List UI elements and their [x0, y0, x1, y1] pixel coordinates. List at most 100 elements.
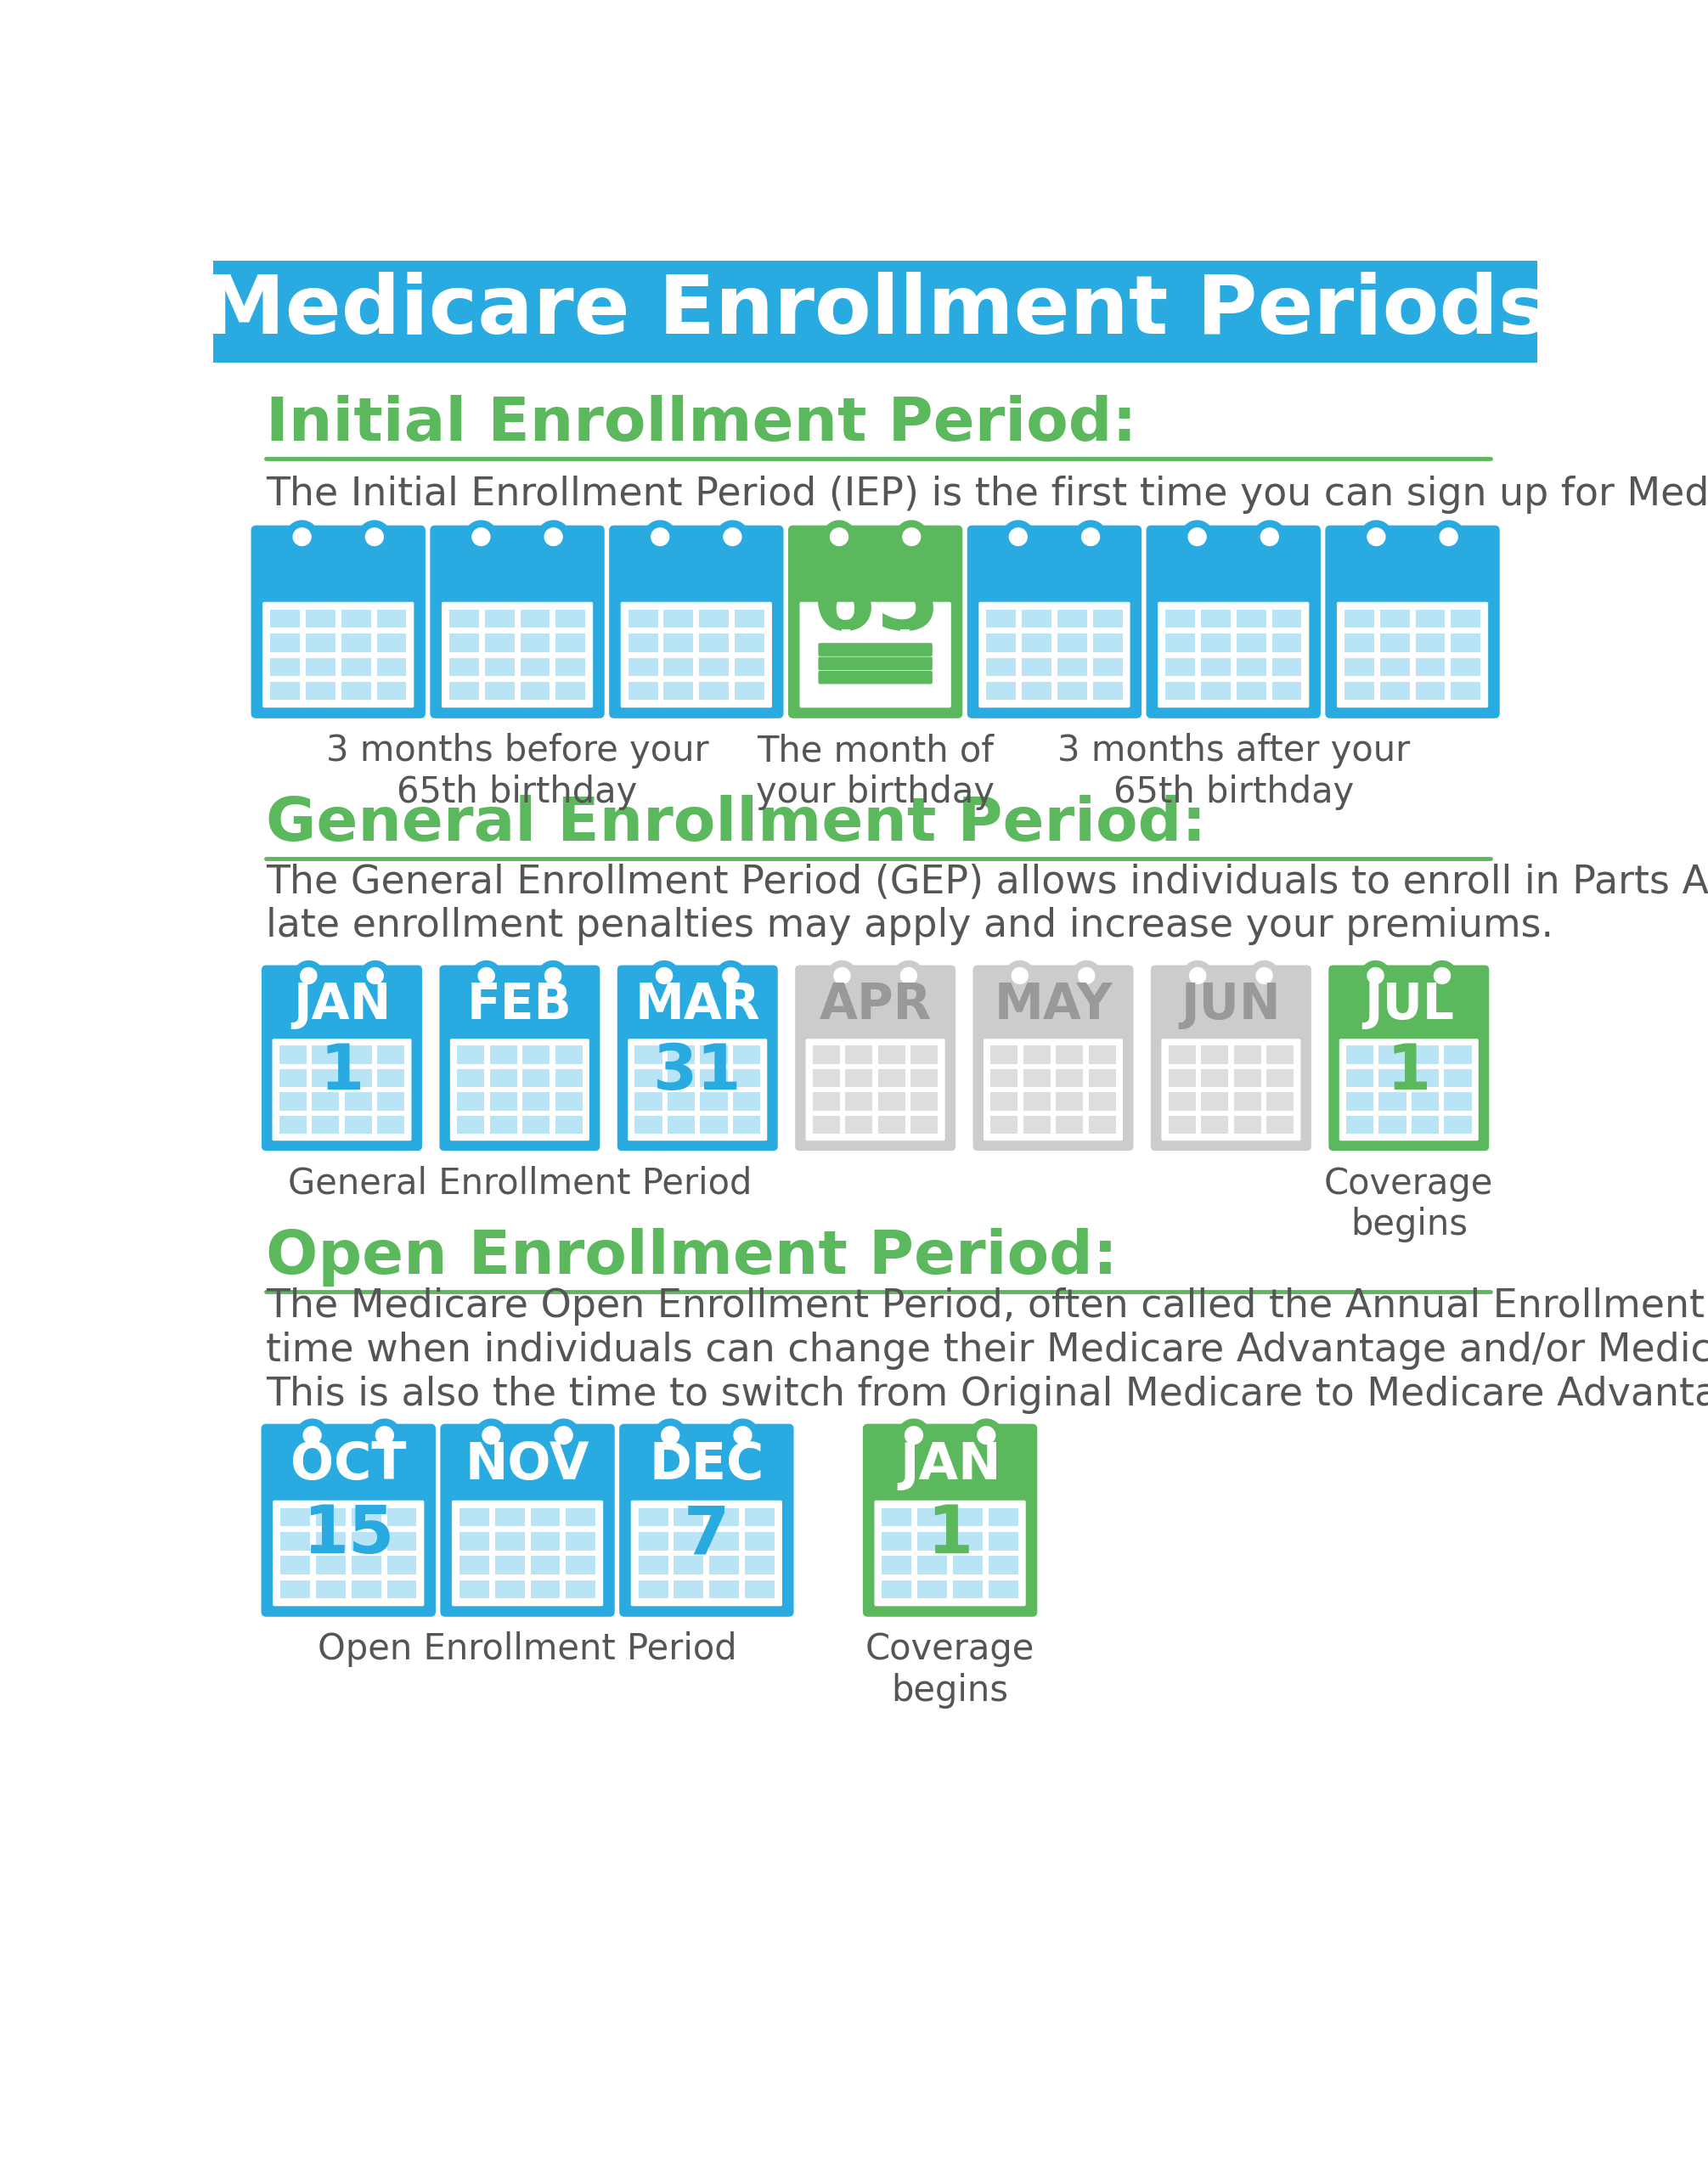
Circle shape	[898, 524, 924, 550]
Circle shape	[830, 963, 854, 987]
FancyBboxPatch shape	[639, 1533, 668, 1550]
Circle shape	[1073, 961, 1102, 989]
Text: OCT: OCT	[290, 1441, 407, 1491]
FancyBboxPatch shape	[261, 965, 422, 1150]
Circle shape	[471, 961, 500, 989]
FancyBboxPatch shape	[316, 1533, 345, 1550]
Circle shape	[297, 963, 321, 987]
FancyBboxPatch shape	[270, 683, 299, 700]
FancyBboxPatch shape	[745, 1533, 775, 1550]
FancyBboxPatch shape	[635, 1115, 663, 1135]
FancyBboxPatch shape	[531, 1533, 560, 1550]
Circle shape	[895, 961, 922, 989]
FancyBboxPatch shape	[1380, 659, 1409, 676]
FancyBboxPatch shape	[430, 526, 605, 717]
FancyBboxPatch shape	[881, 1533, 912, 1550]
FancyBboxPatch shape	[459, 1557, 488, 1574]
Text: Open Enrollment Period: Open Enrollment Period	[318, 1630, 738, 1667]
FancyBboxPatch shape	[1411, 1070, 1438, 1087]
FancyBboxPatch shape	[1023, 1094, 1050, 1111]
Text: Initial Enrollment Period:: Initial Enrollment Period:	[266, 396, 1138, 454]
FancyBboxPatch shape	[668, 1094, 695, 1111]
FancyBboxPatch shape	[345, 1115, 372, 1135]
FancyBboxPatch shape	[953, 1580, 982, 1598]
FancyBboxPatch shape	[1021, 683, 1052, 700]
FancyBboxPatch shape	[1445, 1094, 1472, 1111]
FancyBboxPatch shape	[453, 1500, 603, 1607]
FancyBboxPatch shape	[261, 1424, 436, 1617]
FancyBboxPatch shape	[1201, 1094, 1228, 1111]
FancyBboxPatch shape	[565, 1509, 596, 1526]
FancyBboxPatch shape	[1093, 609, 1122, 628]
Text: JUN: JUN	[1180, 980, 1281, 1028]
FancyBboxPatch shape	[733, 1115, 760, 1135]
Text: General Enrollment Period: General Enrollment Period	[287, 1165, 752, 1202]
FancyBboxPatch shape	[459, 1509, 488, 1526]
Text: The General Enrollment Period (GEP) allows individuals to enroll in Parts A and : The General Enrollment Period (GEP) allo…	[266, 863, 1708, 946]
FancyBboxPatch shape	[352, 1557, 381, 1574]
FancyBboxPatch shape	[1021, 609, 1052, 628]
FancyBboxPatch shape	[263, 602, 413, 709]
FancyBboxPatch shape	[565, 1533, 596, 1550]
Text: 7: 7	[683, 1502, 729, 1567]
Text: The Initial Enrollment Period (IEP) is the first time you can sign up for Medica: The Initial Enrollment Period (IEP) is t…	[266, 476, 1708, 513]
Text: Coverage
begins: Coverage begins	[1324, 1165, 1493, 1244]
FancyBboxPatch shape	[1378, 1094, 1406, 1111]
FancyBboxPatch shape	[1093, 659, 1122, 676]
FancyBboxPatch shape	[1093, 683, 1122, 700]
Text: 1: 1	[927, 1502, 974, 1567]
FancyBboxPatch shape	[306, 683, 335, 700]
FancyBboxPatch shape	[733, 1070, 760, 1087]
FancyBboxPatch shape	[675, 1509, 704, 1526]
FancyBboxPatch shape	[449, 633, 478, 652]
Text: 65: 65	[811, 559, 939, 648]
FancyBboxPatch shape	[700, 1046, 728, 1063]
FancyBboxPatch shape	[1445, 1115, 1472, 1135]
Circle shape	[1184, 961, 1213, 989]
FancyBboxPatch shape	[1266, 1070, 1293, 1087]
FancyBboxPatch shape	[1452, 683, 1481, 700]
Circle shape	[716, 961, 745, 989]
FancyBboxPatch shape	[345, 1094, 372, 1111]
FancyBboxPatch shape	[313, 1094, 340, 1111]
FancyBboxPatch shape	[377, 1094, 405, 1111]
FancyBboxPatch shape	[1168, 1046, 1196, 1063]
Circle shape	[1428, 961, 1457, 989]
FancyBboxPatch shape	[620, 1424, 794, 1617]
Circle shape	[466, 522, 497, 552]
FancyBboxPatch shape	[874, 1500, 1027, 1607]
FancyBboxPatch shape	[280, 1533, 309, 1550]
FancyBboxPatch shape	[377, 633, 407, 652]
Circle shape	[1257, 524, 1283, 550]
FancyBboxPatch shape	[974, 965, 1134, 1150]
Circle shape	[898, 1420, 929, 1450]
FancyBboxPatch shape	[521, 683, 550, 700]
Text: 3 months before your
65th birthday: 3 months before your 65th birthday	[326, 733, 709, 811]
FancyBboxPatch shape	[917, 1580, 948, 1598]
FancyBboxPatch shape	[953, 1509, 982, 1526]
FancyBboxPatch shape	[617, 965, 777, 1150]
Circle shape	[475, 1420, 507, 1450]
Circle shape	[897, 522, 927, 552]
FancyBboxPatch shape	[1201, 683, 1230, 700]
FancyBboxPatch shape	[1023, 1070, 1050, 1087]
FancyBboxPatch shape	[316, 1580, 345, 1598]
FancyBboxPatch shape	[1023, 1115, 1050, 1135]
FancyBboxPatch shape	[1346, 1115, 1373, 1135]
FancyBboxPatch shape	[629, 1039, 767, 1141]
FancyBboxPatch shape	[1057, 683, 1086, 700]
FancyBboxPatch shape	[214, 261, 1537, 363]
FancyBboxPatch shape	[871, 628, 880, 641]
FancyBboxPatch shape	[1088, 1070, 1115, 1087]
FancyBboxPatch shape	[900, 628, 909, 641]
FancyBboxPatch shape	[1416, 633, 1445, 652]
FancyBboxPatch shape	[700, 1115, 728, 1135]
FancyBboxPatch shape	[565, 1580, 596, 1598]
Circle shape	[900, 1422, 927, 1448]
FancyBboxPatch shape	[1056, 1046, 1083, 1063]
Circle shape	[1008, 963, 1032, 987]
FancyBboxPatch shape	[953, 1557, 982, 1574]
FancyBboxPatch shape	[979, 602, 1131, 709]
FancyBboxPatch shape	[1411, 1094, 1438, 1111]
FancyBboxPatch shape	[910, 1046, 938, 1063]
